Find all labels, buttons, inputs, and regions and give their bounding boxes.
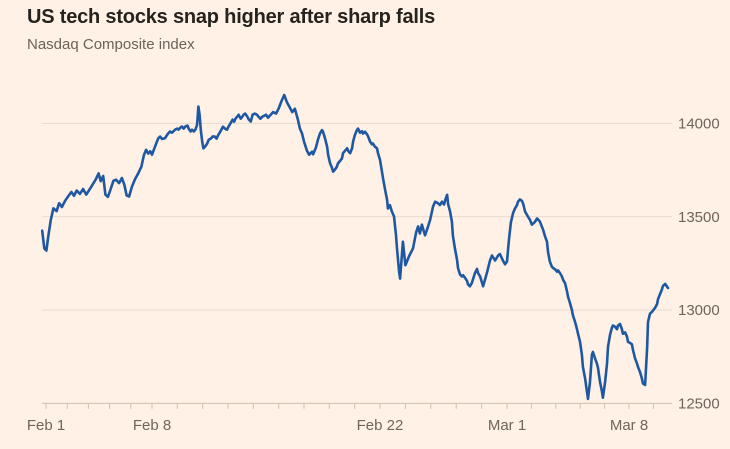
page-title: US tech stocks snap higher after sharp f… [27,6,435,28]
x-axis-labels: Feb 1 Feb 8 Feb 22 Mar 1 Mar 8 [27,417,648,434]
x-axis-tick-label: Mar 1 [488,417,526,434]
x-axis-tick-label: Mar 8 [610,417,648,434]
y-axis-tick-label: 13500 [678,209,720,226]
x-axis [42,402,672,409]
x-axis-tick-label: Feb 1 [27,417,65,434]
chart-subtitle: Nasdaq Composite index [27,36,195,53]
y-axis-tick-label: 13000 [678,302,720,319]
y-axis-labels: 12500 13000 13500 14000 [678,116,720,413]
y-gridlines [42,122,672,311]
nasdaq-line-series [40,93,670,401]
y-axis-tick-label: 14000 [678,116,720,133]
y-axis-tick-label: 12500 [678,396,720,413]
x-axis-tick-label: Feb 8 [133,417,171,434]
x-axis-tick-label: Feb 22 [357,417,404,434]
